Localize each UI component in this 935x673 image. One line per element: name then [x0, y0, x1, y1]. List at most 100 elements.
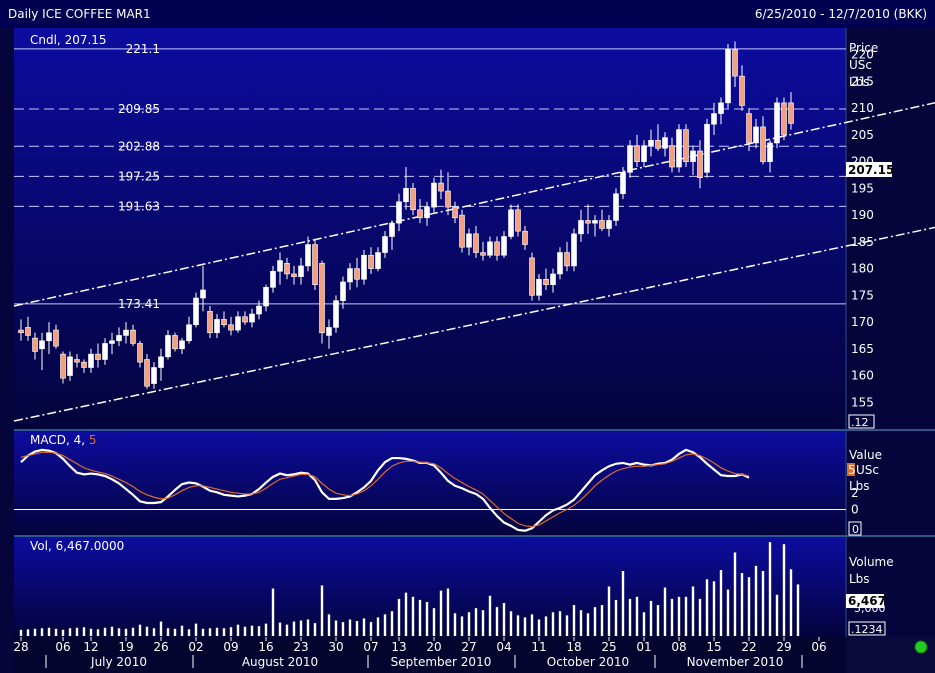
candle	[655, 124, 661, 151]
candle	[529, 252, 535, 301]
candle	[459, 209, 465, 253]
candle-body	[767, 142, 773, 162]
volume-bar	[621, 571, 625, 636]
volume-bar	[355, 621, 359, 636]
volume-bar	[376, 617, 380, 636]
candle-body	[641, 145, 647, 162]
volume-bar	[173, 628, 177, 636]
candle-body	[396, 201, 402, 224]
candle-body	[466, 233, 472, 248]
candle-body	[312, 244, 318, 285]
volume-bar	[600, 605, 604, 636]
volume-legend: Vol, 6,467.0000	[30, 539, 124, 553]
volume-bar	[481, 610, 485, 636]
candle	[613, 188, 619, 226]
candle-body	[438, 182, 444, 192]
price-legend: Cndl, 207.15	[30, 33, 107, 47]
candle	[396, 193, 402, 232]
candle-body	[543, 278, 549, 285]
candle	[158, 348, 164, 381]
candle	[228, 316, 234, 336]
volume-bar	[775, 594, 779, 636]
candle	[74, 354, 80, 368]
volume-bar	[152, 628, 156, 636]
candle-body	[424, 206, 430, 219]
candle-body	[648, 139, 654, 146]
date-tick-label: 02	[188, 640, 203, 654]
candle	[599, 209, 605, 232]
month-label: September 2010	[391, 655, 492, 669]
volume-extra-tick: .1234	[851, 623, 883, 636]
candle-body	[18, 329, 24, 334]
candle	[697, 140, 703, 189]
candle-body	[95, 353, 101, 360]
date-tick-label: 15	[706, 640, 721, 654]
candle	[494, 236, 500, 261]
volume-bar	[558, 611, 562, 636]
candle	[669, 137, 675, 173]
volume-bar	[782, 544, 786, 636]
volume-bar	[404, 592, 408, 636]
volume-bar	[677, 596, 681, 636]
volume-bar	[523, 617, 527, 636]
candle	[277, 252, 283, 285]
price-tick-label: 160	[851, 369, 874, 383]
candle	[543, 268, 549, 290]
candle	[25, 316, 31, 341]
candle	[592, 215, 598, 237]
macd-tick-label: 0	[851, 503, 859, 517]
candle-body	[200, 289, 206, 299]
candle	[718, 97, 724, 125]
candle	[347, 263, 353, 290]
volume-bar	[222, 628, 226, 636]
candle	[305, 236, 311, 272]
volume-bar	[432, 608, 436, 636]
candle	[375, 247, 381, 272]
candle-body	[473, 233, 479, 253]
candle-body	[319, 262, 325, 334]
volume-bar	[586, 613, 590, 636]
price-tick-label: 170	[851, 315, 874, 329]
price-axis-unit: USc	[849, 58, 872, 72]
candle	[137, 340, 143, 368]
candle-body	[151, 367, 157, 384]
candle	[781, 97, 787, 141]
candle-body	[32, 337, 38, 352]
candle-body	[606, 220, 612, 229]
candle-body	[81, 361, 87, 368]
candle	[53, 324, 59, 349]
candle-body	[557, 252, 563, 275]
candle	[333, 295, 339, 333]
volume-bar	[509, 611, 513, 636]
volume-bar	[348, 619, 352, 636]
price-tick-label: 155	[851, 395, 874, 409]
candle	[116, 327, 122, 347]
last-price-box	[846, 162, 892, 177]
volume-bar	[544, 616, 548, 636]
candle	[151, 362, 157, 389]
candle-body	[564, 252, 570, 267]
volume-bar	[390, 611, 394, 636]
candle-body	[711, 113, 717, 125]
candle-body	[298, 265, 304, 277]
candle	[221, 311, 227, 328]
candle	[298, 257, 304, 285]
candle	[746, 108, 752, 151]
date-tick-label: 06	[811, 640, 826, 654]
candle-body	[158, 356, 164, 368]
candle-body	[137, 343, 143, 363]
candle-body	[739, 75, 745, 106]
candle	[284, 257, 290, 280]
candle	[312, 239, 318, 290]
candle-body	[585, 220, 591, 224]
volume-bar	[768, 542, 772, 636]
volume-bar	[684, 596, 688, 636]
candle-body	[515, 209, 521, 232]
month-label: August 2010	[242, 655, 318, 669]
candle	[662, 132, 668, 157]
volume-bar	[215, 627, 219, 636]
candle-body	[452, 206, 458, 219]
candle-body	[487, 241, 493, 256]
candle-body	[529, 257, 535, 296]
